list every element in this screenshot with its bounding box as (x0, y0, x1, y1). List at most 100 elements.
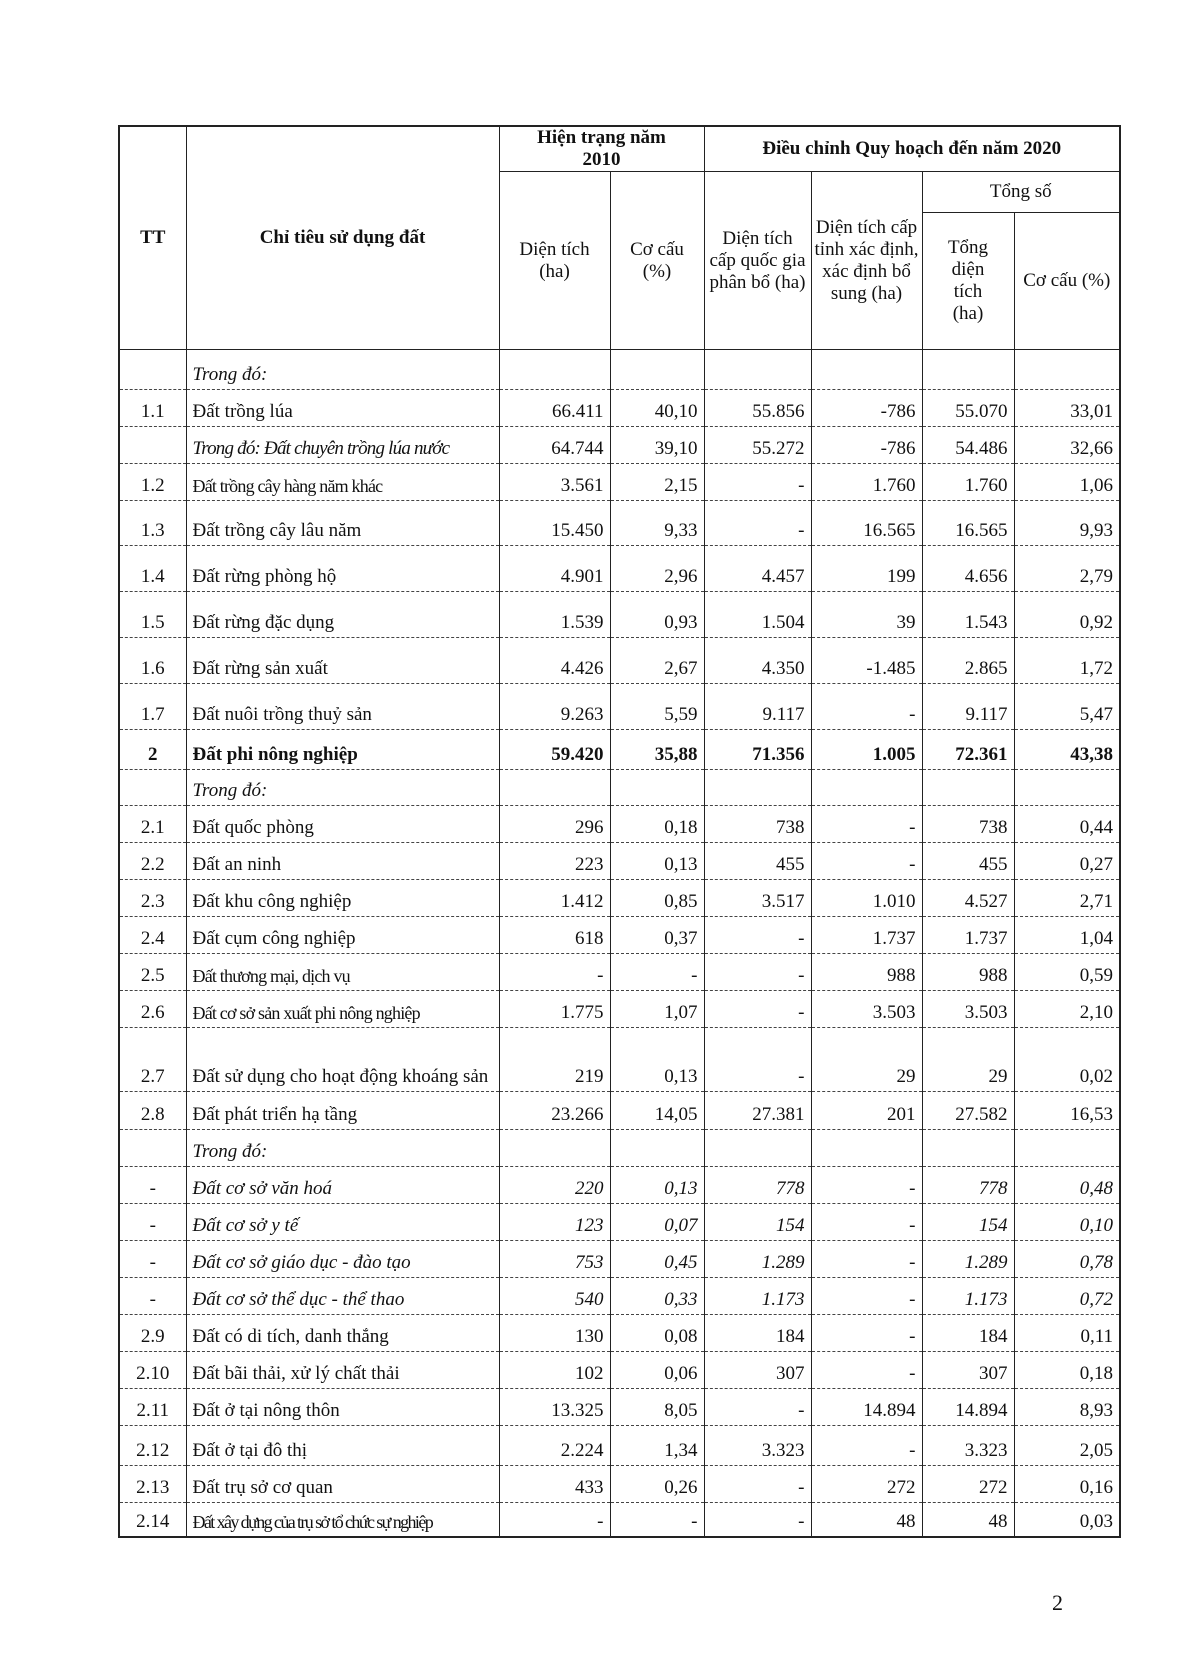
row-value: 0,07 (609, 1203, 705, 1241)
row-tt: 1.3 (118, 500, 187, 546)
row-value: 0,13 (609, 1027, 705, 1092)
row-value: 72.361 (921, 729, 1015, 770)
row-value: 9,93 (1013, 500, 1121, 546)
row-value: - (810, 1240, 923, 1278)
row-name: Trong đó: (185, 1129, 500, 1167)
row-value: 14.894 (921, 1388, 1015, 1426)
row-value: 1,07 (609, 990, 705, 1028)
row-tt: 2.4 (118, 916, 187, 954)
row-tt: - (118, 1166, 187, 1204)
row-name: Đất trồng cây lâu năm (185, 500, 500, 546)
row-value: 2,71 (1013, 879, 1121, 917)
row-value (498, 1129, 611, 1167)
table-row: Trong đó: (118, 1129, 1121, 1167)
row-value: - (703, 1027, 812, 1092)
row-value: 2.865 (921, 637, 1015, 684)
row-value (1013, 1129, 1121, 1167)
row-value: 14.894 (810, 1388, 923, 1426)
row-value: 2,67 (609, 637, 705, 684)
row-value: 296 (498, 805, 611, 843)
row-tt: 2.1 (118, 805, 187, 843)
row-name: Đất rừng đặc dụng (185, 591, 500, 638)
row-tt: 2.13 (118, 1465, 187, 1503)
row-tt: 2.9 (118, 1314, 187, 1352)
row-tt: 1.5 (118, 591, 187, 638)
row-value: 5,59 (609, 683, 705, 730)
row-value: 0,06 (609, 1351, 705, 1389)
row-value: 3.517 (703, 879, 812, 917)
row-value: 0,59 (1013, 953, 1121, 991)
row-value: 2,05 (1013, 1425, 1121, 1466)
row-value: 1.737 (810, 916, 923, 954)
row-value (498, 349, 611, 390)
row-value: 0,13 (609, 842, 705, 880)
row-name: Đất khu công nghiệp (185, 879, 500, 917)
row-value: 2,15 (609, 463, 705, 501)
row-value: 0,48 (1013, 1166, 1121, 1204)
row-value: - (703, 1465, 812, 1503)
header-indicator: Chỉ tiêu sử dụng đất (185, 125, 500, 350)
row-value: - (703, 1502, 812, 1537)
header-current-area: Diện tích (ha) (498, 171, 611, 350)
row-value: 3.561 (498, 463, 611, 501)
row-value (1013, 349, 1121, 390)
table-row: - Đất cơ sở thể dục - thể thao 540 0,33 1.17… (118, 1277, 1121, 1315)
row-value: - (703, 953, 812, 991)
row-value: 71.356 (703, 729, 812, 770)
table-row: 2.6 Đất cơ sở sản xuất phi nông nghiệp 1.7… (118, 990, 1121, 1028)
row-value: 55.272 (703, 426, 812, 464)
row-name: Đất cụm công nghiệp (185, 916, 500, 954)
row-value: 272 (810, 1465, 923, 1503)
row-value: 0,37 (609, 916, 705, 954)
row-value: - (810, 1166, 923, 1204)
row-value: - (498, 953, 611, 991)
row-value: -786 (810, 389, 923, 427)
row-value: 0,18 (1013, 1351, 1121, 1389)
header-total: Tổng số (921, 171, 1121, 213)
header-total-share: Cơ cấu (%) (1013, 212, 1121, 350)
row-tt: 1.7 (118, 683, 187, 730)
table-row: 1.1 Đất trồng lúa 66.411 40,10 55.856 -786 55.… (118, 389, 1121, 427)
row-value: - (810, 1277, 923, 1315)
row-value: 66.411 (498, 389, 611, 427)
row-value: 0,02 (1013, 1027, 1121, 1092)
row-value: - (609, 1502, 705, 1537)
row-value (810, 769, 923, 806)
row-value: 1.173 (703, 1277, 812, 1315)
row-tt: 2.7 (118, 1027, 187, 1092)
row-name: Đất an ninh (185, 842, 500, 880)
row-value: 201 (810, 1091, 923, 1130)
row-value (609, 769, 705, 806)
row-tt: 2.5 (118, 953, 187, 991)
row-value: 2,96 (609, 545, 705, 592)
table-row: 2.12 Đất ở tại đô thị 2.224 1,34 3.323-3.323… (118, 1425, 1121, 1466)
row-name: Trong đó: (185, 769, 500, 806)
row-value: 9,33 (609, 500, 705, 546)
table-row: 2.1 Đất quốc phòng 296 0,18 738-738 0,44 (118, 805, 1121, 843)
row-value: 0,10 (1013, 1203, 1121, 1241)
table-row: - Đất cơ sở văn hoá 220 0,13 778-778 0,48 (118, 1166, 1121, 1204)
row-value: 988 (921, 953, 1015, 991)
header-total-area: Tổng diện tích (ha) (921, 212, 1015, 350)
row-value: 55.070 (921, 389, 1015, 427)
land-use-table: TT Chỉ tiêu sử dụng đất Hiện trạng năm 2… (118, 125, 1122, 1538)
row-value: - (810, 683, 923, 730)
row-value: 16.565 (810, 500, 923, 546)
row-tt (118, 1129, 187, 1167)
row-value: 9.117 (703, 683, 812, 730)
row-value (921, 769, 1015, 806)
page-number: 2 (1052, 1590, 1063, 1615)
row-value: 3.503 (810, 990, 923, 1028)
row-value: 16.565 (921, 500, 1015, 546)
row-value: 738 (703, 805, 812, 843)
table-row: 1.7 Đất nuôi trồng thuỷ sản 9.263 5,59 9.117… (118, 683, 1121, 730)
table-row: Trong đó: (118, 349, 1121, 390)
row-value: 3.503 (921, 990, 1015, 1028)
table-row: 1.5 Đất rừng đặc dụng 1.539 0,93 1.504 39 1.54… (118, 591, 1121, 638)
row-value: 1,06 (1013, 463, 1121, 501)
table-row: 1.6 Đất rừng sản xuất 4.426 2,67 4.350 -1.485… (118, 637, 1121, 684)
row-value: 3.323 (921, 1425, 1015, 1466)
row-value: 4.656 (921, 545, 1015, 592)
row-value: 1.005 (810, 729, 923, 770)
row-value: - (703, 500, 812, 546)
